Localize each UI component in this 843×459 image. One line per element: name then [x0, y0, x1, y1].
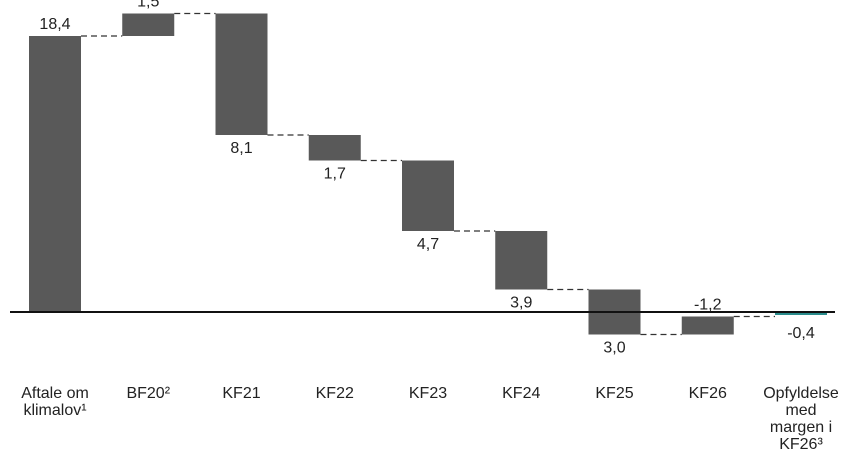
category-label-2: KF21: [222, 385, 260, 402]
category-labels: Aftale om klimalov¹ BF20² KF21 KF22 KF23 KF24 K…: [21, 385, 839, 453]
category-label-line: KF22: [316, 385, 354, 402]
bar-3: [308, 135, 361, 161]
category-label-line: KF24: [502, 385, 540, 402]
category-label-line: med: [785, 402, 816, 419]
category-label-1: BF20²: [126, 385, 170, 402]
value-label-7: -1,2: [694, 297, 722, 314]
category-label-7: KF26: [689, 385, 727, 402]
category-label-line: KF26³: [779, 436, 823, 453]
bar-0: [29, 36, 81, 312]
value-label-1: 1,5: [137, 0, 159, 11]
category-label-line: KF25: [595, 385, 633, 402]
bar-2: [215, 13, 268, 135]
category-label-3: KF22: [316, 385, 354, 402]
value-label-3: 1,7: [324, 166, 346, 183]
category-label-0: Aftale om klimalov¹: [21, 385, 89, 419]
value-label-6: 3,0: [603, 340, 625, 357]
category-label-5: KF24: [502, 385, 540, 402]
category-label-line: Opfyldelse: [763, 385, 839, 402]
category-label-line: KF21: [222, 385, 260, 402]
bar-1: [122, 13, 175, 36]
category-label-6: KF25: [595, 385, 633, 402]
category-label-line: margen i: [770, 419, 832, 436]
value-label-0: 18,4: [39, 16, 70, 33]
connector-lines: [81, 12, 775, 336]
category-label-line: klimalov¹: [23, 402, 86, 419]
value-label-8: -0,4: [787, 325, 815, 342]
value-label-2: 8,1: [230, 140, 252, 157]
value-labels: 18,4 1,5 8,1 1,7 4,7 3,9 3,0 -1,2 -0,4: [39, 0, 814, 357]
bar-4: [402, 160, 454, 231]
category-label-line: KF23: [409, 385, 447, 402]
value-label-5: 3,9: [510, 295, 532, 312]
bar-5: [495, 231, 548, 290]
category-label-line: BF20²: [126, 385, 170, 402]
category-label-8: Opfyldelse med margen i KF26³: [763, 385, 839, 453]
category-label-4: KF23: [409, 385, 447, 402]
category-label-line: KF26: [689, 385, 727, 402]
bar-7: [681, 316, 734, 335]
bars: [29, 13, 827, 335]
bar-8: [775, 312, 827, 315]
value-label-4: 4,7: [417, 236, 439, 253]
category-label-line: Aftale om: [21, 385, 89, 402]
